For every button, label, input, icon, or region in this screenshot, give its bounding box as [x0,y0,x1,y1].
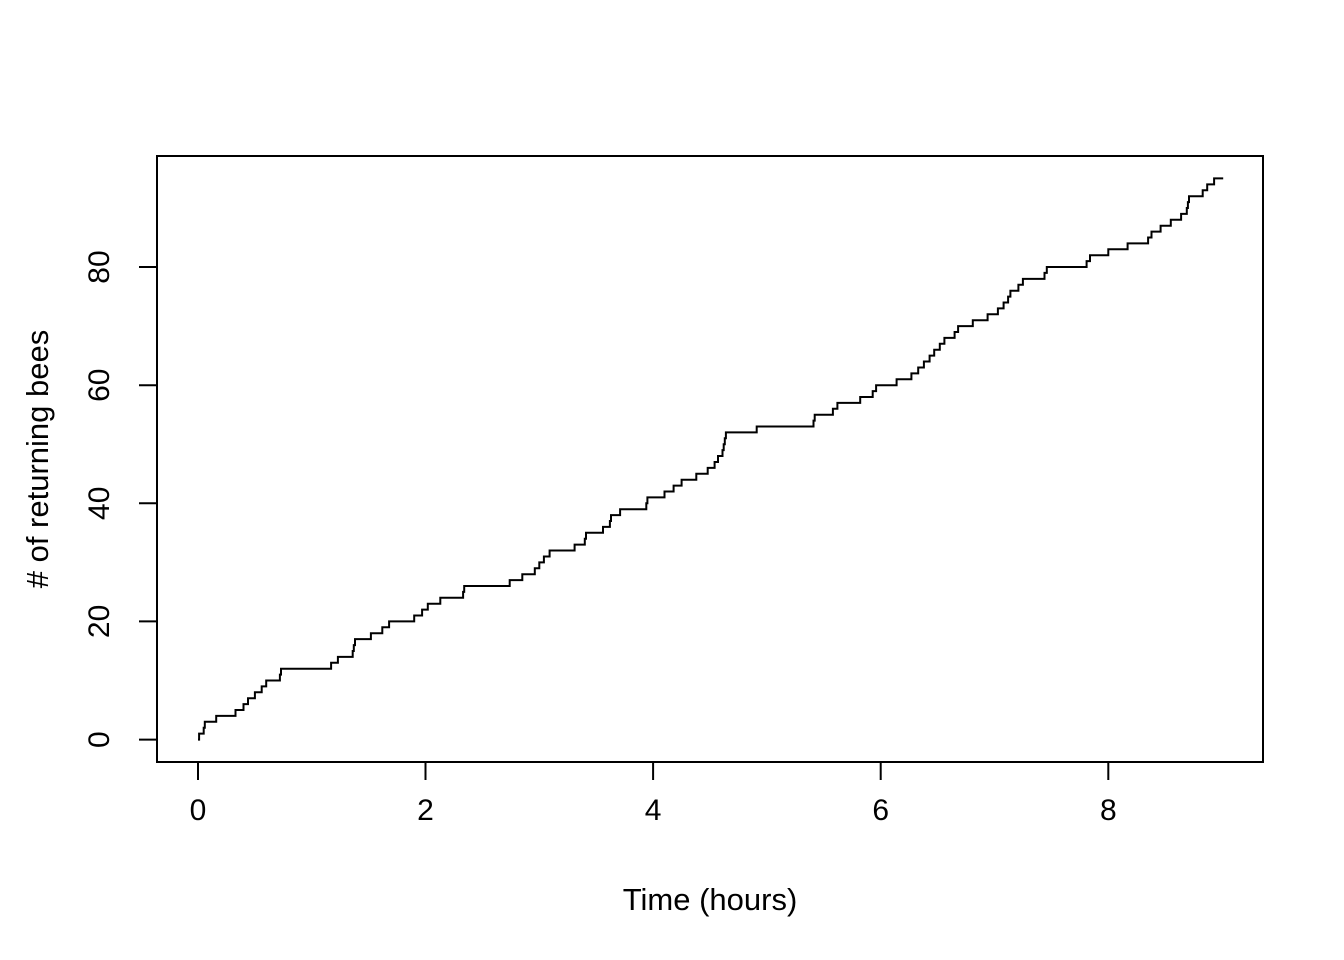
x-tick-label: 8 [1100,794,1117,827]
x-axis-title: Time (hours) [622,882,798,917]
x-tick-label: 2 [417,794,434,827]
y-tick-label: 80 [83,250,116,283]
y-tick-label: 20 [83,605,116,638]
y-axis-title: # of returning bees [20,329,55,589]
y-tick-label: 0 [83,731,116,748]
x-tick-label: 4 [645,794,662,827]
x-tick-label: 0 [190,794,207,827]
x-tick-label: 6 [872,794,889,827]
step-line [198,177,1224,741]
y-tick-label: 40 [83,487,116,520]
y-tick-label: 60 [83,369,116,402]
plot-border [156,155,1264,763]
